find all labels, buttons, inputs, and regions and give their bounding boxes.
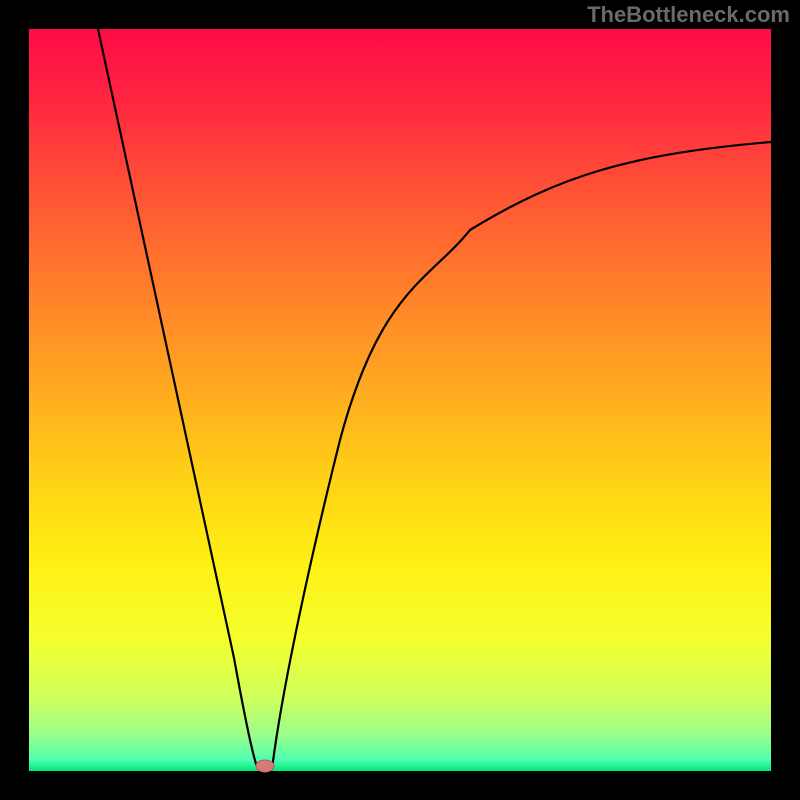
plot-gradient-background [29,29,771,771]
chart-svg [0,0,800,800]
vertex-marker [256,760,274,772]
chart-container: TheBottleneck.com [0,0,800,800]
watermark-text: TheBottleneck.com [587,2,790,28]
